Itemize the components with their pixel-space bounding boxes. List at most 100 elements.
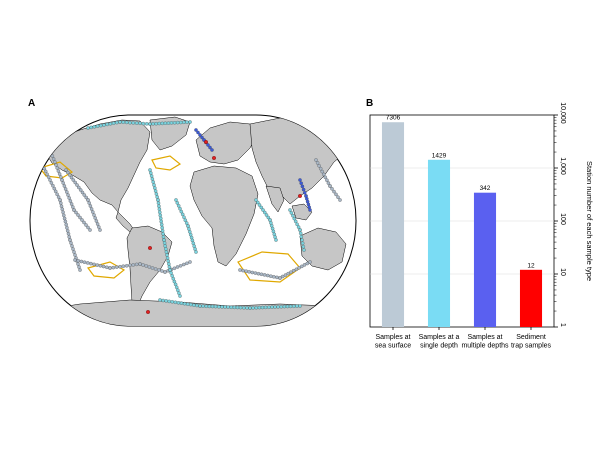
station-marker bbox=[52, 186, 57, 191]
station-marker bbox=[91, 210, 95, 214]
station-marker bbox=[54, 163, 58, 167]
station-marker bbox=[169, 121, 174, 125]
station-marker bbox=[160, 121, 165, 126]
station-marker bbox=[65, 225, 69, 230]
station-marker bbox=[187, 227, 191, 231]
world-map bbox=[29, 114, 357, 327]
station-marker bbox=[256, 200, 260, 205]
station-marker bbox=[317, 164, 321, 168]
station-marker bbox=[84, 223, 88, 227]
land-southeast-asia bbox=[291, 203, 313, 221]
station-marker bbox=[300, 241, 305, 246]
station-marker bbox=[278, 276, 282, 280]
station-marker bbox=[62, 213, 66, 218]
station-marker bbox=[160, 269, 164, 273]
station-marker bbox=[196, 130, 200, 135]
station-marker bbox=[63, 219, 68, 224]
station-marker bbox=[323, 175, 328, 180]
station-marker bbox=[226, 305, 230, 309]
station-marker bbox=[101, 264, 106, 269]
station-marker bbox=[48, 178, 52, 182]
bar-value-label: 342 bbox=[480, 185, 491, 192]
sediment-trap-marker bbox=[148, 246, 152, 250]
station-marker bbox=[89, 125, 93, 130]
station-marker bbox=[66, 232, 71, 236]
station-marker bbox=[195, 303, 199, 308]
station-marker bbox=[242, 306, 246, 310]
station-marker bbox=[326, 181, 331, 185]
station-marker bbox=[167, 265, 172, 269]
station-marker bbox=[301, 244, 306, 249]
station-marker bbox=[95, 124, 100, 128]
station-marker bbox=[150, 177, 155, 181]
station-marker bbox=[128, 263, 132, 268]
station-marker bbox=[43, 169, 48, 174]
station-marker bbox=[67, 173, 72, 177]
station-marker bbox=[268, 218, 272, 222]
station-marker bbox=[185, 302, 190, 306]
station-marker bbox=[208, 145, 212, 150]
station-marker bbox=[163, 270, 167, 274]
y-tick-label: 10 bbox=[559, 268, 566, 276]
station-marker bbox=[206, 143, 210, 147]
station-marker bbox=[165, 253, 169, 257]
station-marker bbox=[200, 135, 204, 140]
station-marker bbox=[285, 304, 290, 309]
station-marker bbox=[46, 175, 51, 179]
category-label: Samples at bbox=[375, 334, 410, 341]
station-marker bbox=[170, 300, 175, 304]
sediment-trap-marker bbox=[146, 310, 150, 314]
station-marker bbox=[161, 232, 165, 236]
station-marker bbox=[263, 210, 267, 215]
station-marker bbox=[51, 157, 56, 161]
station-marker bbox=[280, 274, 285, 279]
station-marker bbox=[259, 205, 264, 210]
station-marker bbox=[161, 298, 165, 303]
y-axis-title: Station number of each sample type bbox=[585, 161, 594, 281]
station-marker bbox=[57, 172, 62, 176]
station-marker bbox=[98, 264, 103, 268]
station-marker bbox=[144, 264, 149, 268]
station-marker bbox=[194, 128, 198, 132]
station-marker bbox=[95, 222, 100, 226]
station-marker bbox=[183, 218, 188, 222]
station-marker bbox=[151, 180, 155, 184]
region-outline-north-atlantic bbox=[151, 155, 182, 171]
station-marker bbox=[254, 306, 259, 310]
station-marker bbox=[213, 304, 218, 309]
station-marker bbox=[58, 198, 62, 202]
category-label: Samples at bbox=[467, 334, 502, 341]
station-marker bbox=[71, 205, 75, 209]
station-marker bbox=[153, 186, 157, 190]
station-marker bbox=[149, 171, 153, 175]
station-marker bbox=[223, 305, 227, 309]
station-marker bbox=[77, 185, 81, 190]
station-marker bbox=[69, 202, 74, 206]
station-marker bbox=[60, 207, 65, 211]
station-marker bbox=[62, 216, 67, 221]
station-marker bbox=[253, 271, 258, 275]
station-marker bbox=[89, 207, 94, 211]
station-marker bbox=[111, 265, 116, 270]
station-marker bbox=[210, 148, 214, 152]
station-marker bbox=[251, 306, 255, 310]
station-marker bbox=[53, 160, 57, 164]
station-marker bbox=[295, 222, 299, 227]
land-europe bbox=[195, 121, 259, 165]
station-marker bbox=[84, 195, 88, 200]
station-marker bbox=[78, 215, 82, 220]
station-marker bbox=[124, 264, 129, 268]
station-marker bbox=[171, 276, 176, 281]
x-axis-labels: Samples at sea surface Samples at a single … bbox=[375, 327, 552, 350]
station-marker bbox=[260, 305, 265, 310]
station-marker bbox=[198, 304, 202, 308]
station-marker bbox=[182, 120, 186, 125]
station-marker bbox=[159, 216, 163, 221]
station-marker bbox=[160, 225, 164, 230]
station-marker bbox=[308, 208, 312, 212]
station-marker bbox=[188, 230, 192, 234]
station-marker bbox=[68, 199, 73, 203]
panel-a-label: A bbox=[28, 98, 35, 109]
station-marker bbox=[332, 189, 336, 194]
station-marker bbox=[150, 266, 155, 270]
